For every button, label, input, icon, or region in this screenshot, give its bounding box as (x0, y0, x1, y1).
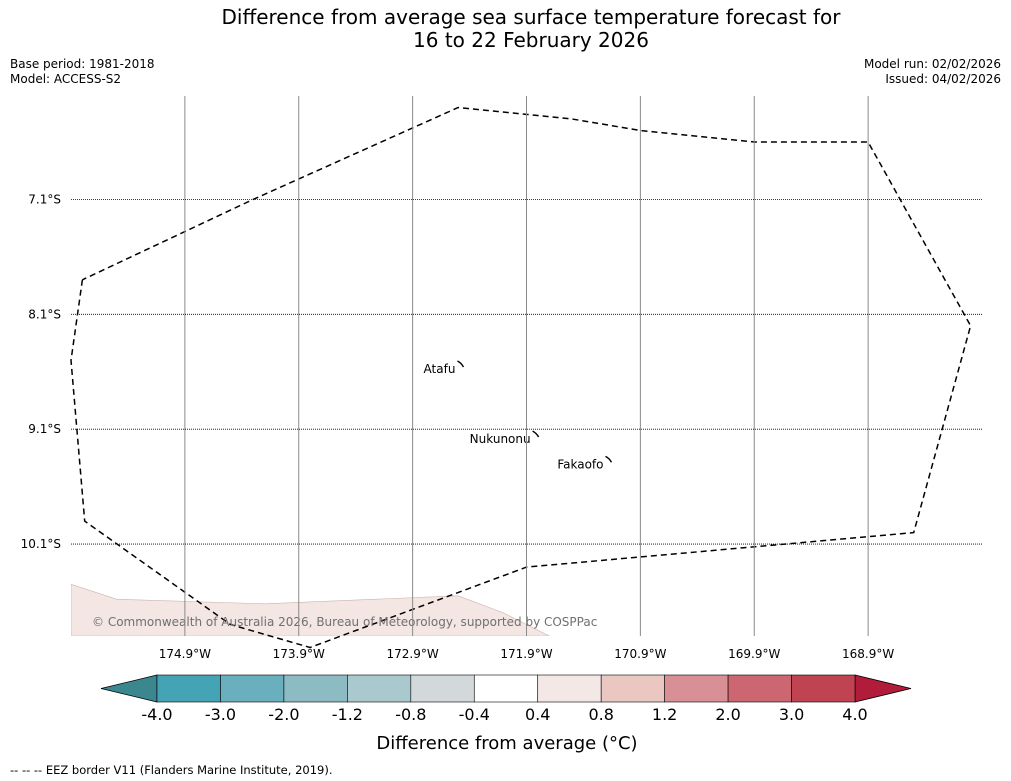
meta-left: Base period: 1981-2018 Model: ACCESS-S2 (10, 57, 155, 87)
sst-anomaly-map: Atafu Nukunonu Fakaofo © Commonwealth of Au… (21, 96, 982, 754)
meta-right: Model run: 02/02/2026 Issued: 04/02/2026 (864, 57, 1001, 87)
colorbar-label: Difference from average (°C) (376, 733, 637, 754)
eez-legend-note: -- -- -- EEZ border V11 (Flanders Marine… (10, 763, 333, 777)
island-label: Atafu (424, 362, 456, 376)
colorbar-segment (600, 674, 665, 703)
colorbar-segment (156, 674, 221, 703)
map-axes: 174.9°W 173.9°W 172.9°W 171.9°W 170.9°W 169.9… (21, 96, 982, 661)
island-outline (532, 430, 540, 438)
anomaly-region-fill (71, 583, 550, 636)
colorbar: -4.0 -3.0 -2.0 -1.2 -0.8 -0.4 0.4 0.8 1.2 2.0 3.0 4… (100, 674, 912, 754)
lon-tick-label: 173.9°W (273, 647, 325, 661)
lat-tick-label: 9.1°S (28, 422, 61, 436)
colorbar-segment (664, 674, 729, 703)
colorbar-segment (473, 674, 539, 703)
colorbar-tick-label: -2.0 (268, 705, 299, 724)
model-run: Model run: 02/02/2026 (863, 57, 1001, 71)
colorbar-tick-label: -0.8 (395, 705, 426, 724)
colorbar-tick-label: -1.2 (332, 705, 363, 724)
lon-tick-label: 168.9°W (842, 647, 894, 661)
model-name: Model: ACCESS-S2 (10, 72, 122, 86)
title-line-1: Difference from average sea surface temp… (221, 5, 841, 29)
colorbar-tick-label: 0.4 (525, 705, 550, 724)
colorbar-extend-low (100, 674, 158, 703)
issued-date: Issued: 04/02/2026 (885, 72, 1001, 86)
map-area: Atafu Nukunonu Fakaofo © Commonwealth of Au… (70, 106, 972, 649)
colorbar-extend-high (854, 674, 912, 703)
colorbar-segment (727, 674, 792, 703)
lat-tick-label: 7.1°S (28, 192, 61, 206)
island-outline (605, 455, 613, 463)
lon-tick-label: 172.9°W (387, 647, 439, 661)
colorbar-segment (410, 674, 475, 703)
lon-tick-label: 174.9°W (159, 647, 211, 661)
colorbar-tick-label: -0.4 (459, 705, 490, 724)
colorbar-tick-label: -4.0 (141, 705, 172, 724)
colorbar-tick-label: 2.0 (715, 705, 740, 724)
copyright-text: © Commonwealth of Australia 2026, Bureau… (92, 615, 597, 629)
lon-tick-label: 171.9°W (500, 647, 552, 661)
colorbar-segment (283, 674, 348, 703)
lat-tick-label: 8.1°S (28, 307, 61, 321)
colorbar-tick-label: 4.0 (842, 705, 867, 724)
lon-tick-label: 169.9°W (728, 647, 780, 661)
colorbar-tick-label: 0.8 (588, 705, 613, 724)
island-outline (457, 360, 465, 368)
chart-title: Difference from average sea surface temp… (0, 6, 1011, 52)
title-line-2: 16 to 22 February 2026 (413, 28, 649, 52)
colorbar-segment (347, 674, 412, 703)
colorbar-tick-label: 3.0 (779, 705, 804, 724)
eez-border (70, 106, 972, 649)
colorbar-segment (220, 674, 285, 703)
colorbar-segment (537, 674, 602, 703)
lat-tick-label: 10.1°S (21, 537, 61, 551)
island-label: Fakaofo (557, 457, 603, 471)
colorbar-tick-label: -3.0 (205, 705, 236, 724)
island-label: Nukunonu (470, 432, 531, 446)
colorbar-tick-label: 1.2 (652, 705, 677, 724)
base-period: Base period: 1981-2018 (10, 57, 155, 71)
lon-tick-label: 170.9°W (614, 647, 666, 661)
colorbar-segment (791, 674, 856, 703)
